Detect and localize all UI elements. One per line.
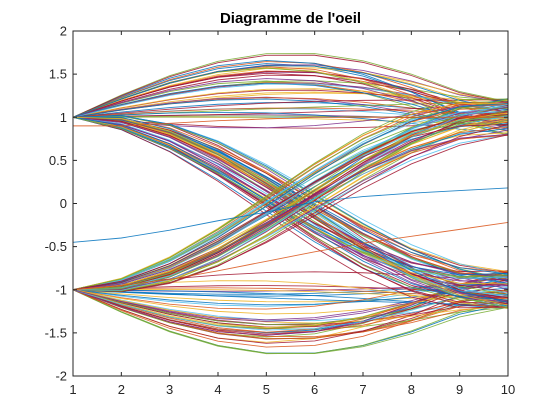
eye-trace [72, 187, 509, 243]
x-tick-label: 8 [408, 382, 415, 397]
y-tick-label: 0 [60, 196, 67, 211]
eye-trace [72, 72, 509, 127]
eye-trace [72, 65, 509, 118]
eye-trace [72, 133, 509, 291]
x-tick-label: 5 [263, 382, 270, 397]
eye-trace [72, 116, 509, 278]
x-tick-label: 10 [501, 382, 515, 397]
eye-trace [72, 59, 509, 129]
eye-trace [72, 99, 509, 118]
eye-trace [72, 222, 509, 291]
eye-trace [72, 74, 509, 118]
y-tick-label: 1 [60, 110, 67, 125]
eye-trace [72, 270, 509, 310]
eye-trace [72, 289, 509, 355]
eye-trace [72, 279, 509, 335]
x-tick-label: 4 [214, 382, 221, 397]
y-tick-label: 1.5 [49, 67, 67, 82]
eye-trace [72, 98, 509, 291]
trace-group [72, 53, 509, 355]
eye-trace [73, 116, 508, 127]
eye-trace [72, 112, 509, 291]
y-tick-label: -0.5 [45, 239, 67, 254]
eye-trace [72, 271, 509, 336]
eye-trace [72, 289, 509, 301]
y-tick-label: -1 [55, 282, 67, 297]
eye-trace [72, 124, 509, 293]
eye-trace [72, 116, 509, 303]
y-tick-label: 0.5 [49, 153, 67, 168]
eye-trace [72, 103, 509, 291]
eye-trace [72, 289, 509, 324]
eye-trace [72, 54, 509, 118]
x-tick-label: 6 [311, 382, 318, 397]
x-tick-label: 7 [359, 382, 366, 397]
x-tick-label: 1 [69, 382, 76, 397]
eye-trace [72, 99, 509, 291]
x-tick-label: 9 [456, 382, 463, 397]
eye-trace [72, 88, 509, 118]
y-tick-label: -1.5 [45, 325, 67, 340]
eye-trace [72, 289, 509, 333]
y-tick-label: -2 [55, 369, 67, 384]
eye-trace [72, 286, 509, 331]
eye-trace [72, 134, 509, 292]
eye-trace [72, 126, 509, 291]
eye-trace [72, 53, 509, 118]
eye-trace [72, 288, 509, 348]
eye-trace [72, 104, 509, 118]
eye-trace [72, 116, 509, 309]
chart-title: Diagramme de l'oeil [220, 10, 361, 27]
eye-trace [72, 114, 509, 291]
eye-trace [72, 116, 509, 280]
eye-trace [72, 282, 509, 344]
y-axis: -2 -1.5 -1 -0.5 0 0.5 1 1.5 2 [45, 24, 508, 384]
x-tick-label: 3 [166, 382, 173, 397]
y-tick-label: 2 [60, 24, 67, 39]
eye-trace [72, 289, 509, 315]
x-axis: 1 2 3 4 5 6 7 8 9 10 [69, 31, 515, 397]
eye-trace [72, 107, 509, 118]
eye-trace [72, 61, 509, 120]
x-tick-label: 2 [118, 382, 125, 397]
